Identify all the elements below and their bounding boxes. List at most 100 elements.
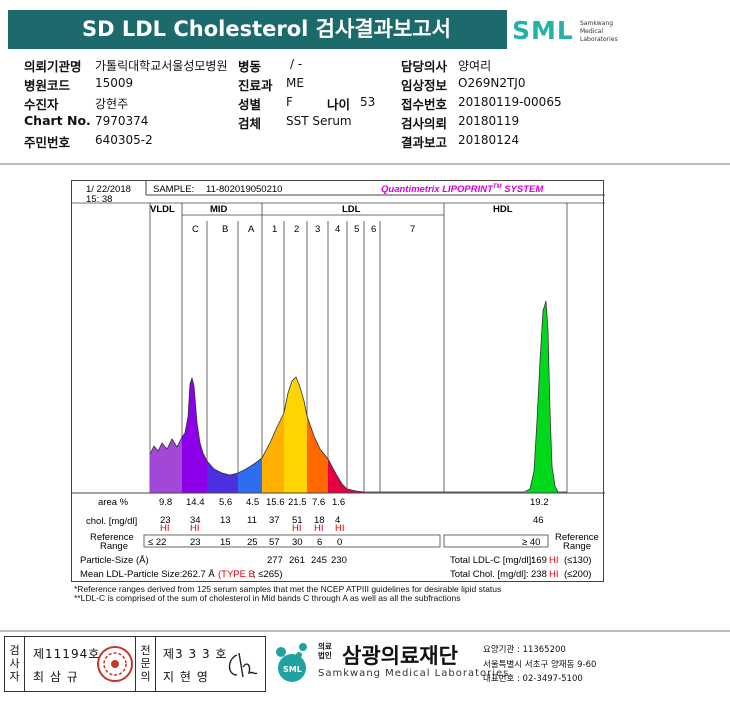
chol-mid-a: 11 — [247, 515, 257, 526]
area-ldl-4: 1.6 — [332, 497, 345, 508]
info-label: 결과보고 — [401, 135, 448, 150]
band-label-b: B — [222, 224, 228, 235]
svg-text:SML: SML — [283, 665, 302, 674]
band-label-a: A — [248, 224, 255, 235]
sml-logo-text: SML — [512, 16, 574, 45]
total-ldl-ref: (≤130) — [564, 555, 591, 566]
info-label: 접수번호 — [401, 97, 448, 112]
footnote-1: *Reference ranges derived from 125 serum… — [74, 584, 502, 594]
area-ldl-1: 15.6 — [266, 497, 285, 508]
info-value: 7970374 — [95, 114, 149, 128]
particle-1: 277 — [267, 555, 283, 566]
lipoprint-trace — [149, 300, 567, 493]
info-label: 나이 — [327, 97, 351, 112]
info-label: 의뢰기관명 — [24, 59, 82, 74]
area-mid-b: 5.6 — [219, 497, 232, 508]
report-time: 15: 38 — [86, 194, 112, 205]
lab-kind: 의료 법인 — [318, 642, 332, 660]
hi-flag-ldl-2: HI — [292, 523, 302, 534]
area-ldl-2: 21.5 — [288, 497, 307, 508]
sml-logo-subtitle: Samkwang Medical Laboratories — [580, 20, 618, 43]
area-mid-a: 4.5 — [246, 497, 259, 508]
ref-mid-b: 15 — [220, 537, 231, 548]
band-label-2: 2 — [294, 224, 299, 235]
ref-ldl-4: 0 — [337, 537, 342, 548]
section-divider — [0, 163, 730, 165]
hi-flag-ldl-3: HI — [314, 523, 324, 534]
info-value: 15009 — [95, 76, 134, 90]
lipoprint-chart: 1/ 22/2018 15: 38 SAMPLE: 11-80201905021… — [72, 181, 605, 580]
hi-flag-ldl-4: HI — [335, 523, 345, 534]
sample-label: SAMPLE: — [153, 184, 194, 195]
ref-ldl-2: 30 — [292, 537, 303, 548]
ref-label-right-2: Range — [563, 541, 591, 552]
total-ldl-flag: HI — [549, 555, 559, 566]
ref-mid-c: 23 — [190, 537, 201, 548]
info-label: Chart No. — [24, 113, 91, 128]
mean-ldl-type: (TYPE B — [218, 569, 255, 580]
sample-id: 11-802019050210 — [206, 184, 282, 195]
info-value: 20180119-00065 — [458, 95, 562, 109]
info-value: F — [286, 95, 293, 109]
specialist-license: 제3 3 3 호 — [163, 647, 228, 661]
info-label: 검사의뢰 — [401, 116, 448, 131]
band-label-c: C — [192, 224, 199, 235]
info-value: SST Serum — [286, 114, 352, 128]
info-value: 양여리 — [458, 59, 492, 73]
total-chol-ref: (≤200) — [564, 569, 591, 580]
lab-name: 삼광의료재단 — [342, 644, 458, 668]
specialist-signature-icon — [228, 652, 258, 678]
tester-cell — [5, 637, 136, 691]
chol-mid-b: 13 — [220, 515, 231, 526]
trace-ldl-3 — [307, 416, 328, 493]
hi-flag-mid-c: HI — [190, 523, 200, 534]
info-label: 병원코드 — [24, 78, 71, 93]
specialist-name: 지 현 영 — [163, 670, 209, 684]
report-title: SD LDL Cholesterol 검사결과보고서 — [8, 10, 507, 49]
chol-vldl: 23 — [160, 515, 171, 526]
chol-ldl-4: 4 — [335, 515, 340, 526]
trace-mid-b — [207, 461, 238, 493]
trace-outline — [149, 300, 567, 493]
info-label: 담당의사 — [401, 59, 448, 74]
band-group-hdl: HDL — [493, 204, 513, 215]
particle-3: 245 — [311, 555, 327, 566]
chol-hdl: 46 — [533, 515, 544, 526]
info-label: 진료과 — [238, 78, 273, 93]
total-chol-label: Total Chol. [mg/dl]: — [450, 569, 529, 580]
sml-footer-logo-icon: SML — [276, 643, 307, 682]
area-mid-c: 14.4 — [186, 497, 205, 508]
trace-ldl-2 — [284, 377, 307, 493]
report-date: 1/ 22/2018 — [86, 184, 131, 195]
ref-label-2: Range — [100, 541, 128, 552]
trace-mid-c — [182, 378, 207, 493]
band-label-3: 3 — [315, 224, 320, 235]
tester-license: 제11194호 — [33, 647, 101, 661]
lab-english-name: Samkwang Medical Laboratories — [318, 668, 510, 679]
ref-hdl: ≥ 40 — [522, 537, 540, 548]
mean-ldl-label: Mean LDL-Particle Size: — [80, 569, 182, 580]
sml-logo: SML Samkwang Medical Laboratories — [512, 16, 632, 48]
mean-ldl-value: 262.7 Å — [182, 569, 215, 580]
area-hdl: 19.2 — [530, 497, 549, 508]
chol-mid-c: 34 — [190, 515, 201, 526]
area-label: area % — [98, 497, 129, 508]
info-value: 강현주 — [95, 97, 129, 111]
tester-seal-icon — [97, 646, 133, 682]
chol-label: chol. [mg/dl] — [86, 516, 137, 527]
total-chol-value: 238 — [531, 569, 547, 580]
band-label-5: 5 — [354, 224, 359, 235]
info-value: 20180119 — [458, 114, 520, 128]
chol-ldl-3: 18 — [314, 515, 325, 526]
band-label-4: 4 — [335, 224, 340, 235]
lipoprint-report: 1/ 22/2018 15: 38 SAMPLE: 11-80201905021… — [71, 180, 605, 582]
band-label-1: 1 — [272, 224, 277, 235]
info-label: 병동 — [238, 59, 262, 74]
info-label: 주민번호 — [24, 135, 71, 150]
chol-ldl-2: 51 — [292, 515, 303, 526]
ref-mid-a: 25 — [247, 537, 258, 548]
info-value: 20180124 — [458, 133, 520, 147]
band-group-ldl: LDL — [342, 204, 361, 215]
info-label: 검체 — [238, 116, 262, 131]
